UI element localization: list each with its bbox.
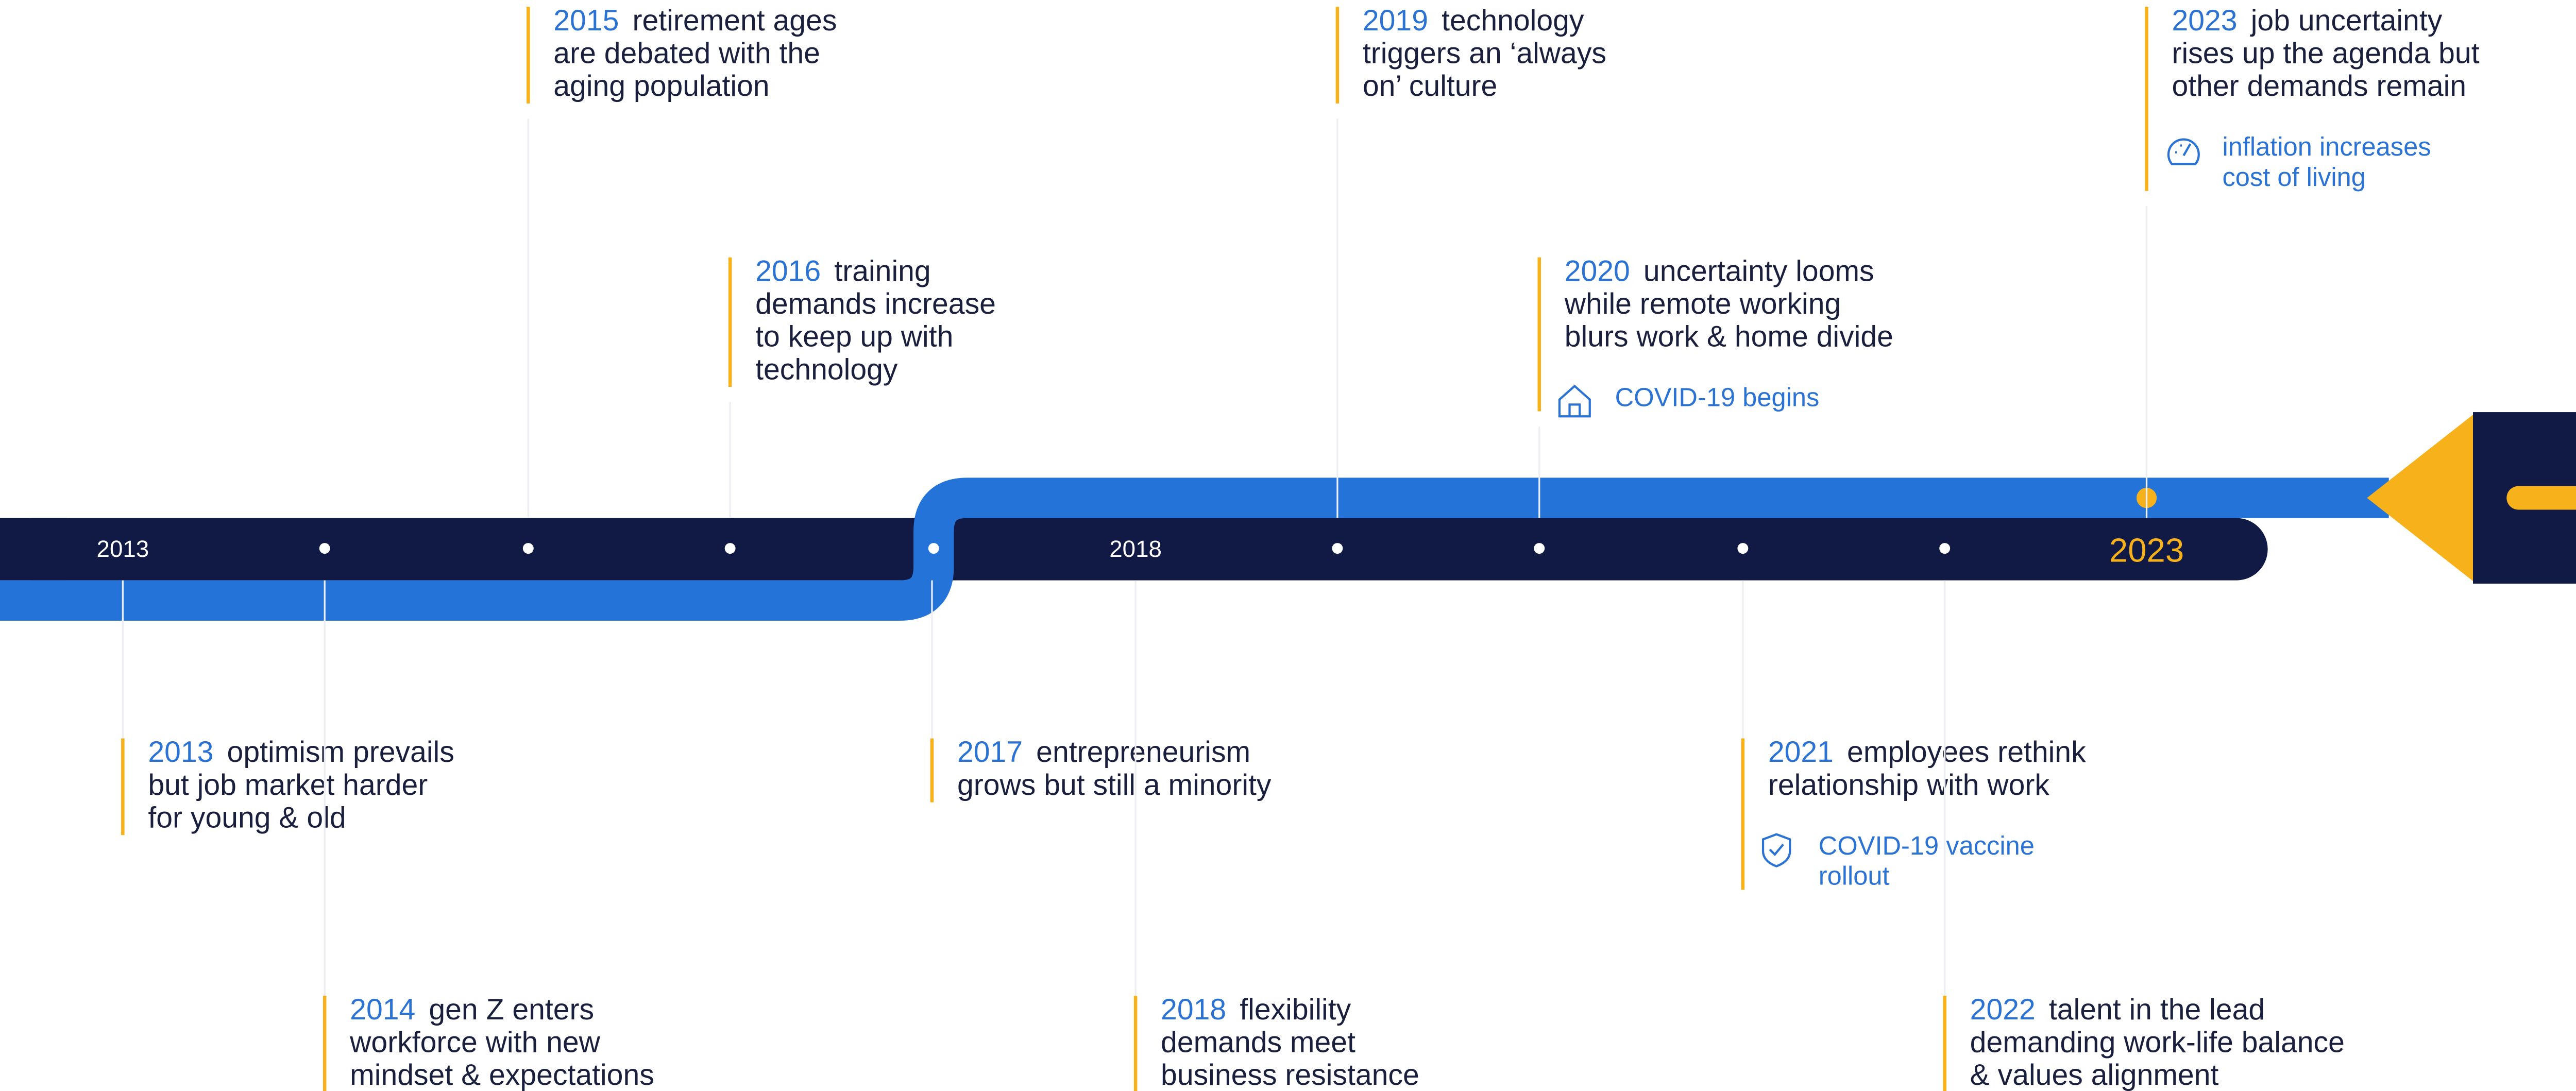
event-text: technology: [1442, 4, 1584, 37]
event-note: inflation increases: [2222, 132, 2431, 161]
event-year: 2019: [1363, 4, 1428, 37]
event-text: mindset & expectations: [350, 1059, 654, 1091]
dot: [1332, 543, 1343, 554]
axis-label: 2023: [2109, 532, 2184, 569]
event-year: 2021: [1768, 736, 1834, 769]
event-text: flexibility: [1240, 993, 1351, 1026]
event-text: entrepreneurism: [1036, 736, 1250, 769]
accent-bar: [121, 738, 125, 836]
event-text: for young & old: [148, 802, 346, 834]
event-year: 2016: [755, 254, 821, 287]
navy-band: [0, 518, 2268, 581]
arrow-head: [2367, 412, 2477, 584]
accent-bar: [1537, 257, 1541, 412]
event-text: gen Z enters: [429, 993, 594, 1026]
dots: [319, 543, 1951, 554]
accent-bar: [323, 996, 327, 1091]
event-text: rises up the agenda but: [2172, 37, 2480, 70]
event-text: & values alignment: [1970, 1059, 2219, 1091]
dot: [1939, 543, 1951, 554]
dot: [928, 543, 939, 554]
icon-shield: [1761, 833, 1791, 867]
event-text: other demands remain: [2172, 70, 2467, 103]
event-note: cost of living: [2222, 162, 2365, 192]
dot: [1534, 543, 1545, 554]
dot: [319, 543, 330, 554]
event-text: employees rethink: [1847, 736, 2086, 769]
axis-label: 2013: [97, 536, 149, 562]
dot: [522, 543, 534, 554]
accent-bar: [1943, 996, 1946, 1091]
event-text: relationship with work: [1768, 769, 2050, 802]
event-text: uncertainty looms: [1643, 254, 1874, 287]
event-text: demands increase: [755, 287, 996, 320]
event-text: job uncertainty: [2250, 4, 2443, 37]
event-year: 2023: [2172, 4, 2238, 37]
event-year: 2020: [1565, 254, 1630, 287]
accent-bar: [728, 257, 732, 387]
event-text: demanding work-life balance: [1970, 1026, 2345, 1059]
accent-bar: [527, 7, 530, 104]
accent-bar: [1335, 7, 1340, 104]
event-year: 2013: [148, 736, 213, 769]
icon-house: [1558, 384, 1591, 418]
accent-bar: [930, 738, 934, 803]
icon-gauge: [2167, 138, 2200, 165]
event-note: COVID-19 vaccine: [1819, 831, 2035, 860]
event-text: while remote working: [1564, 287, 1841, 320]
event-text: technology: [755, 353, 898, 386]
axis-label: 2018: [1109, 536, 1162, 562]
event-text: demands meet: [1161, 1026, 1355, 1059]
dot: [1737, 543, 1749, 554]
event-text: aging population: [553, 70, 769, 103]
event-text: talent in the lead: [2049, 993, 2265, 1026]
event-note: rollout: [1819, 861, 1890, 891]
event-text: grows but still a minority: [957, 769, 1272, 802]
event-text: but job market harder: [148, 769, 428, 802]
navy-band-start: [0, 518, 67, 581]
event-text: to keep up with: [755, 320, 953, 353]
event-text: on’ culture: [1363, 70, 1497, 103]
event-text: business resistance: [1161, 1059, 1419, 1091]
event-text: retirement ages: [633, 4, 837, 37]
event-text: blurs work & home divide: [1565, 320, 1893, 353]
dot: [724, 543, 736, 554]
event-text: are debated with the: [553, 37, 820, 70]
event-text: optimism prevails: [227, 736, 454, 769]
event-text: training: [834, 254, 930, 287]
event-text: triggers an ‘always: [1363, 37, 1606, 70]
event-year: 2017: [957, 736, 1023, 769]
accent-bar: [1741, 738, 1745, 890]
event-year: 2014: [350, 993, 415, 1026]
event-note: COVID-19 begins: [1615, 383, 1820, 412]
event-year: 2015: [553, 4, 619, 37]
event-year: 2022: [1970, 993, 2036, 1026]
accent-bar: [2145, 7, 2148, 191]
accent-bar: [1133, 996, 1138, 1091]
event-year: 2018: [1161, 993, 1226, 1026]
event-text: workforce with new: [349, 1026, 600, 1059]
